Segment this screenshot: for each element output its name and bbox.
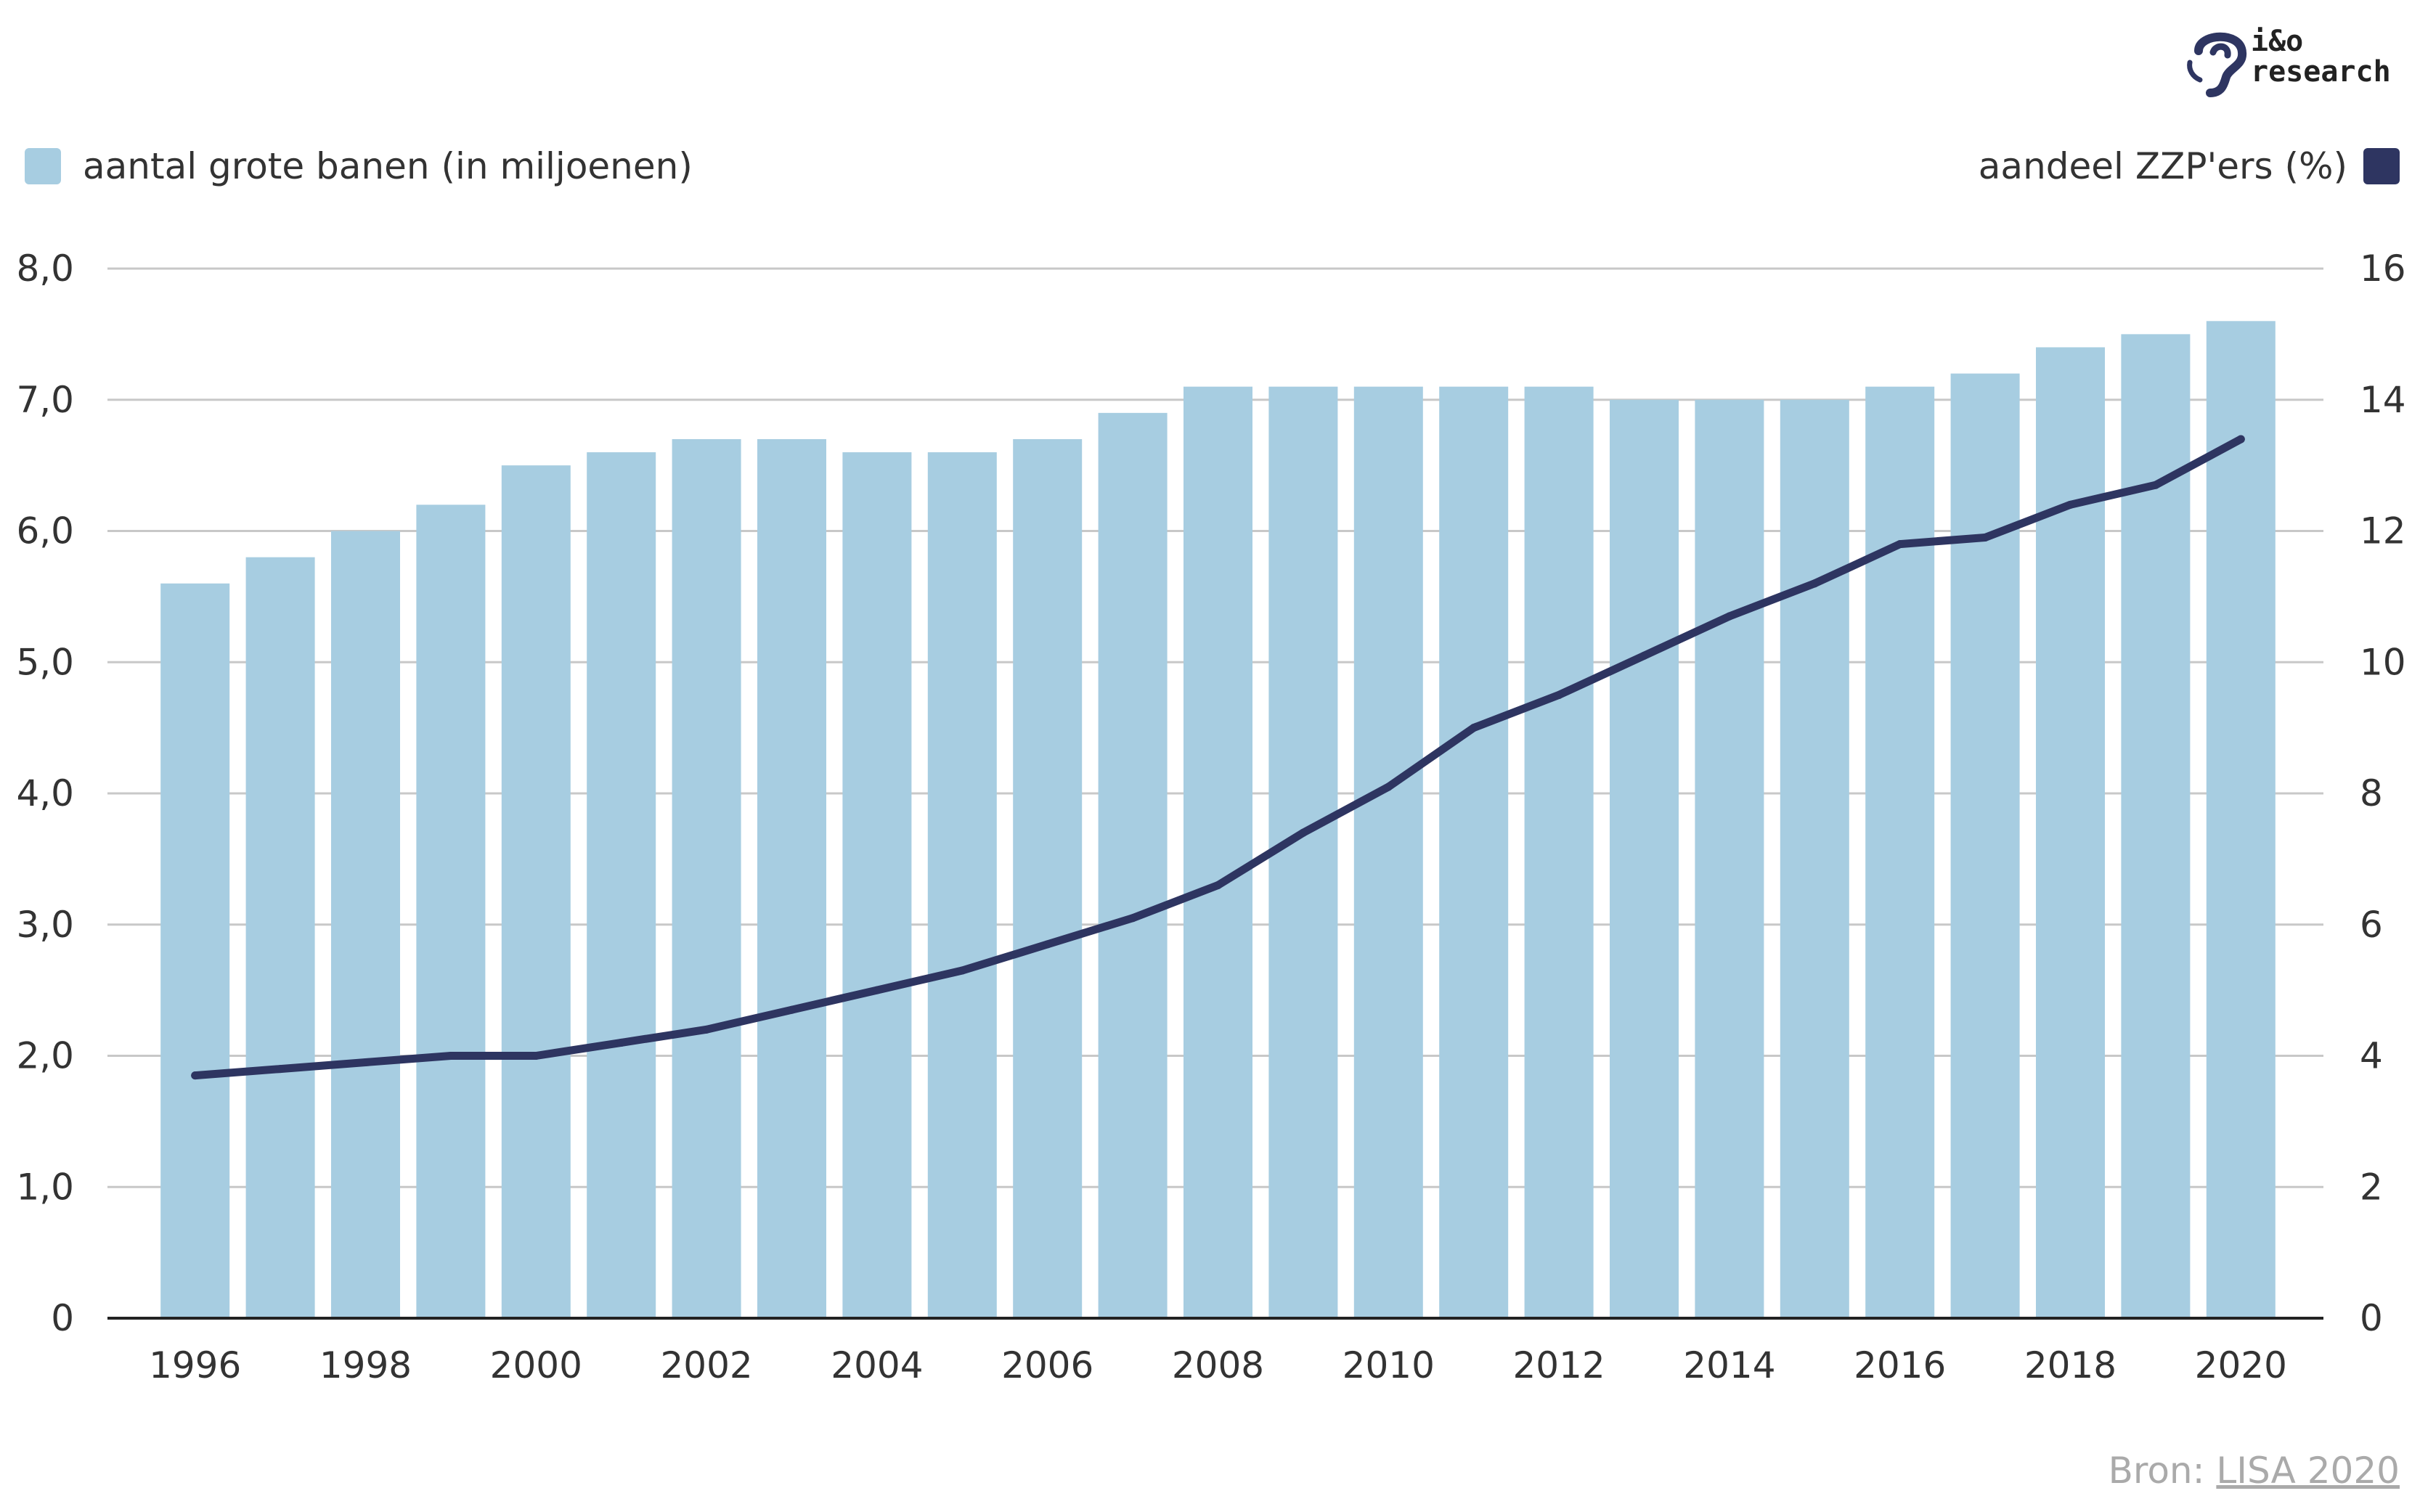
bar xyxy=(927,452,997,1318)
bar xyxy=(1865,386,1935,1318)
bar xyxy=(672,438,741,1318)
x-tick-label: 2014 xyxy=(1683,1344,1775,1386)
x-tick-label: 2006 xyxy=(1001,1344,1093,1386)
label-layer: 0 0 1,0 2 2,0 4 3,0 6 4,0 8 5,0 10 6,0 12 7,0 14 8,0 16 19… xyxy=(16,248,2405,1386)
y-left-tick-label: 6,0 xyxy=(16,510,74,552)
x-tick-label: 2020 xyxy=(2195,1344,2287,1386)
x-tick-label: 2012 xyxy=(1512,1344,1605,1386)
x-tick-label: 1998 xyxy=(319,1344,412,1386)
zzp-point xyxy=(1384,782,1393,791)
bar xyxy=(331,531,400,1318)
x-tick-label: 2002 xyxy=(660,1344,752,1386)
zzp-point xyxy=(617,1038,626,1047)
source-prefix: Bron: xyxy=(2108,1450,2205,1492)
bar xyxy=(2206,321,2276,1318)
y-right-tick-label: 12 xyxy=(2360,510,2406,552)
logo-text: i&o research xyxy=(2251,26,2391,87)
bar-layer xyxy=(160,321,2276,1319)
zzp-point xyxy=(1810,579,1819,588)
zzp-point xyxy=(2066,500,2074,509)
zzp-point xyxy=(1043,940,1052,949)
zzp-point xyxy=(1299,828,1308,837)
x-tick-label: 1996 xyxy=(149,1344,241,1386)
x-tick-label: 2016 xyxy=(1854,1344,1946,1386)
bar xyxy=(416,504,486,1318)
bar xyxy=(1013,438,1083,1318)
y-left-tick-label: 1,0 xyxy=(16,1166,74,1208)
zzp-point xyxy=(873,986,881,994)
legend-bars: aantal grote banen (in miljoenen) xyxy=(25,145,693,187)
y-right-tick-label: 4 xyxy=(2360,1035,2383,1077)
bar xyxy=(245,557,315,1318)
bar xyxy=(160,583,230,1318)
bar xyxy=(1780,399,1849,1318)
bar xyxy=(2121,334,2191,1318)
y-right-tick-label: 16 xyxy=(2360,248,2406,290)
bar xyxy=(1524,386,1594,1318)
bar xyxy=(501,465,571,1318)
y-left-tick-label: 8,0 xyxy=(16,248,74,290)
bar xyxy=(587,452,656,1318)
bar xyxy=(1439,386,1509,1318)
logo-line-2: research xyxy=(2251,55,2391,89)
zzp-point xyxy=(531,1052,540,1060)
line-layer xyxy=(191,435,2245,1080)
legend-line-swatch xyxy=(2363,148,2400,184)
y-right-tick-label: 0 xyxy=(2360,1297,2383,1339)
source-link[interactable]: LISA 2020 xyxy=(2216,1450,2400,1492)
zzp-point xyxy=(1128,914,1137,923)
y-left-tick-label: 0 xyxy=(51,1297,74,1339)
x-tick-label: 2000 xyxy=(490,1344,582,1386)
bar xyxy=(1268,386,1338,1318)
zzp-point xyxy=(1555,690,1563,699)
bar xyxy=(1098,412,1168,1319)
bar xyxy=(1950,373,2020,1318)
y-left-tick-label: 2,0 xyxy=(16,1035,74,1077)
logo-line-1: i&o xyxy=(2251,25,2304,58)
zzp-point xyxy=(702,1025,711,1034)
zzp-point xyxy=(191,1071,200,1080)
zzp-point xyxy=(788,1005,796,1014)
x-tick-label: 2010 xyxy=(1343,1344,1435,1386)
zzp-point xyxy=(1725,612,1734,621)
bar xyxy=(2036,347,2105,1319)
legend-line: aandeel ZZP'ers (%) xyxy=(1979,145,2400,187)
y-left-tick-label: 5,0 xyxy=(16,641,74,683)
y-right-tick-label: 8 xyxy=(2360,772,2383,814)
bar xyxy=(1183,386,1252,1318)
x-tick-label: 2004 xyxy=(831,1344,923,1386)
ear-icon xyxy=(2187,32,2247,97)
y-right-tick-label: 14 xyxy=(2360,379,2406,421)
zzp-point xyxy=(362,1058,370,1067)
y-right-tick-label: 10 xyxy=(2360,641,2406,683)
zzp-point xyxy=(1470,724,1478,732)
bar xyxy=(1695,399,1764,1318)
zzp-point xyxy=(1640,651,1648,660)
zzp-point xyxy=(2236,435,2245,444)
bar xyxy=(1610,399,1679,1318)
io-research-logo: i&o research xyxy=(2184,20,2402,100)
y-left-tick-label: 4,0 xyxy=(16,772,74,814)
bar xyxy=(757,438,826,1318)
zzp-point xyxy=(447,1052,455,1060)
zzp-point xyxy=(276,1065,285,1074)
zzp-point xyxy=(1214,881,1222,890)
x-tick-label: 2018 xyxy=(2024,1344,2117,1386)
legend-bars-label: aantal grote banen (in miljoenen) xyxy=(83,145,693,187)
bar xyxy=(842,452,912,1318)
legend-bars-swatch xyxy=(25,148,61,184)
zzp-point xyxy=(1981,534,1989,542)
legend-line-label: aandeel ZZP'ers (%) xyxy=(1978,145,2347,187)
source-note: Bron: LISA 2020 xyxy=(2109,1450,2400,1492)
y-left-tick-label: 3,0 xyxy=(16,904,74,946)
zzp-point xyxy=(1896,540,1904,549)
y-right-tick-label: 6 xyxy=(2360,904,2383,946)
zzp-point xyxy=(2151,481,2160,489)
zzp-point xyxy=(958,966,966,975)
bar xyxy=(1353,386,1423,1318)
y-left-tick-label: 7,0 xyxy=(16,379,74,421)
x-tick-label: 2008 xyxy=(1172,1344,1264,1386)
y-right-tick-label: 2 xyxy=(2360,1166,2383,1208)
